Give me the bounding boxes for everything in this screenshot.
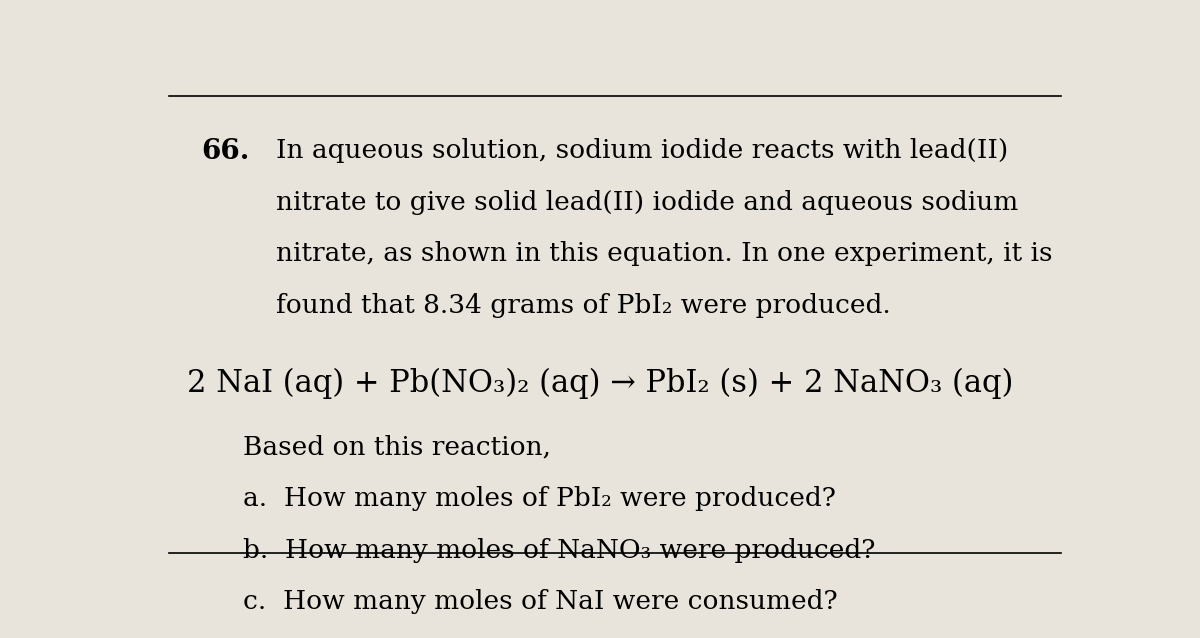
Text: found that 8.34 grams of PbI₂ were produced.: found that 8.34 grams of PbI₂ were produ… bbox=[276, 293, 890, 318]
Text: 66.: 66. bbox=[202, 138, 250, 165]
Text: Based on this reaction,: Based on this reaction, bbox=[242, 434, 551, 459]
Text: In aqueous solution, sodium iodide reacts with lead(II): In aqueous solution, sodium iodide react… bbox=[276, 138, 1008, 163]
Text: b.  How many moles of NaNO₃ were produced?: b. How many moles of NaNO₃ were produced… bbox=[242, 538, 875, 563]
Text: nitrate, as shown in this equation. In one experiment, it is: nitrate, as shown in this equation. In o… bbox=[276, 241, 1052, 266]
Text: nitrate to give solid lead(II) iodide and aqueous sodium: nitrate to give solid lead(II) iodide an… bbox=[276, 189, 1018, 214]
Text: a.  How many moles of PbI₂ were produced?: a. How many moles of PbI₂ were produced? bbox=[242, 486, 836, 511]
Text: c.  How many moles of NaI were consumed?: c. How many moles of NaI were consumed? bbox=[242, 590, 838, 614]
Text: 2 NaI (aq) + Pb(NO₃)₂ (aq) → PbI₂ (s) + 2 NaNO₃ (aq): 2 NaI (aq) + Pb(NO₃)₂ (aq) → PbI₂ (s) + … bbox=[187, 367, 1014, 399]
